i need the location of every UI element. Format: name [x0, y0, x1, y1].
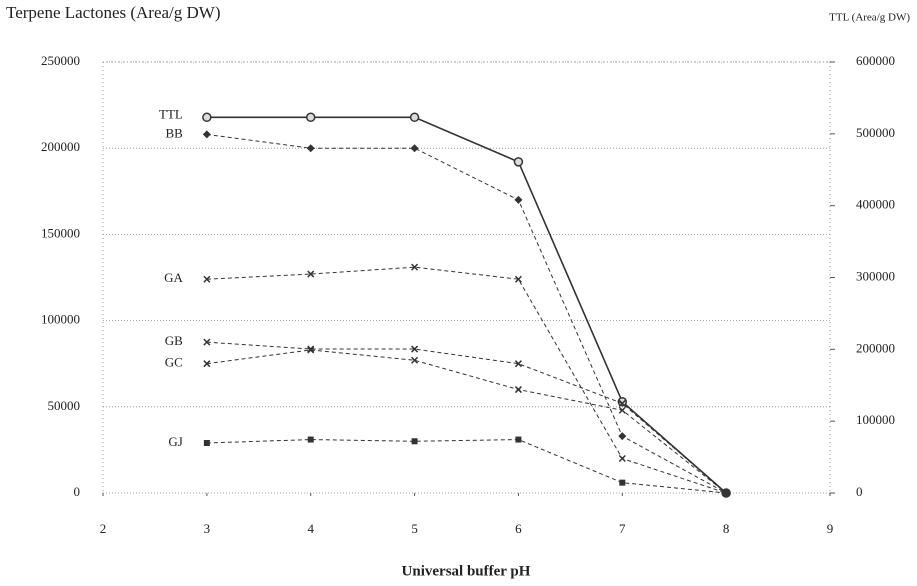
- marker: [412, 357, 418, 363]
- marker: [515, 437, 521, 443]
- y-tick-label: 200000: [41, 139, 80, 154]
- y2-tick-label: 600000: [856, 53, 895, 68]
- marker: [307, 144, 315, 152]
- y-tick-label: 100000: [41, 312, 80, 327]
- series-label: BB: [166, 125, 184, 140]
- marker: [411, 144, 419, 152]
- y2-tick-label: 500000: [856, 125, 895, 140]
- series-line: [207, 134, 726, 493]
- marker: [514, 196, 522, 204]
- series-label: GA: [164, 270, 183, 285]
- y2-tick-label: 300000: [856, 268, 895, 283]
- series-label: GJ: [168, 434, 182, 449]
- series-line: [207, 267, 726, 493]
- x-tick-label: 6: [515, 521, 522, 536]
- y-tick-label: 0: [74, 484, 81, 499]
- x-axis-title: Universal buffer pH: [402, 563, 531, 579]
- x-tick-label: 7: [619, 521, 626, 536]
- x-tick-label: 3: [204, 521, 211, 536]
- marker: [411, 113, 419, 121]
- y2-tick-label: 0: [856, 484, 863, 499]
- chart-title: Terpene Lactones (Area/g DW): [6, 3, 221, 22]
- x-tick-label: 4: [307, 521, 314, 536]
- marker: [619, 456, 625, 462]
- x-tick-label: 5: [411, 521, 418, 536]
- y-tick-label: 250000: [41, 53, 80, 68]
- y2-tick-label: 100000: [856, 412, 895, 427]
- x-tick-label: 2: [100, 521, 107, 536]
- marker: [308, 437, 314, 443]
- marker: [412, 438, 418, 444]
- series-line: [207, 350, 726, 493]
- series-label: GB: [165, 333, 183, 348]
- marker: [619, 480, 625, 486]
- y-tick-label: 50000: [48, 398, 81, 413]
- marker: [515, 387, 521, 393]
- y2-axis-title: TTL (Area/g DW): [829, 12, 910, 24]
- series-label: TTL: [159, 106, 183, 121]
- marker: [204, 440, 210, 446]
- marker: [514, 158, 522, 166]
- x-tick-label: 9: [827, 521, 834, 536]
- marker: [723, 490, 729, 496]
- x-tick-label: 8: [723, 521, 730, 536]
- y2-tick-label: 200000: [856, 340, 895, 355]
- chart: Terpene Lactones (Area/g DW) TTL (Area/g…: [0, 0, 917, 586]
- series-line: [207, 440, 726, 493]
- marker: [618, 432, 626, 440]
- y2-tick-label: 400000: [856, 197, 895, 212]
- series-label: GC: [165, 355, 183, 370]
- series-line: [207, 342, 726, 493]
- y-tick-label: 150000: [41, 225, 80, 240]
- marker: [203, 130, 211, 138]
- marker: [307, 113, 315, 121]
- marker: [203, 113, 211, 121]
